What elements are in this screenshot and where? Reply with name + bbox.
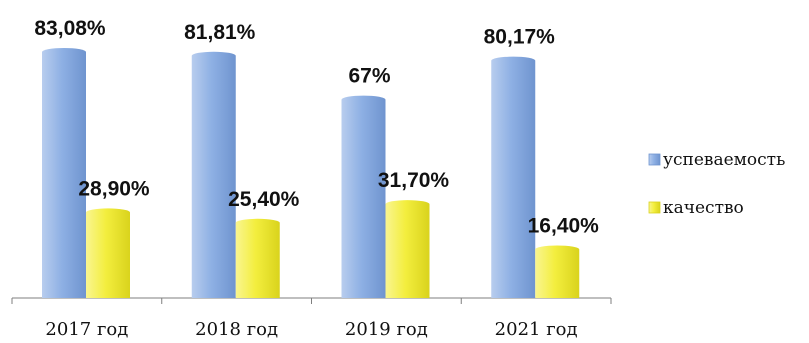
bar-cap [235,218,280,227]
bar-uspevaemost-1 [42,52,86,298]
bar-cap [341,95,386,104]
data-label: 25,40% [228,188,300,211]
bar-cap [491,56,536,65]
data-label: 67% [348,65,390,88]
bar-cap [535,245,580,254]
category-label: 2021 год [495,319,578,340]
data-label: 81,81% [184,21,256,44]
data-label: 80,17% [484,26,556,49]
bar-uspevaemost-2 [191,55,236,299]
bar-cap [191,51,236,60]
bar-kachestvo-4 [535,249,580,298]
bar-cap [86,208,130,217]
bar-uspevaemost-4 [491,60,536,298]
bar-cap [385,200,430,209]
data-label: 16,40% [528,214,600,237]
bar-cap [42,48,86,56]
data-label: 83,08% [34,17,106,40]
bar-kachestvo-1 [86,212,130,298]
bar-kachestvo-3 [385,204,430,298]
legend-label: качество [663,198,744,218]
category-label: 2019 год [345,319,428,340]
data-label: 31,70% [378,169,450,192]
legend-label: успеваемость [663,150,785,170]
bar-uspevaemost-3 [341,99,386,298]
legend-swatch [648,153,661,166]
bar-kachestvo-2 [235,222,280,298]
category-label: 2017 год [45,319,128,340]
data-label: 28,90% [78,177,150,200]
category-label: 2018 год [195,319,278,340]
legend-swatch [648,201,661,214]
